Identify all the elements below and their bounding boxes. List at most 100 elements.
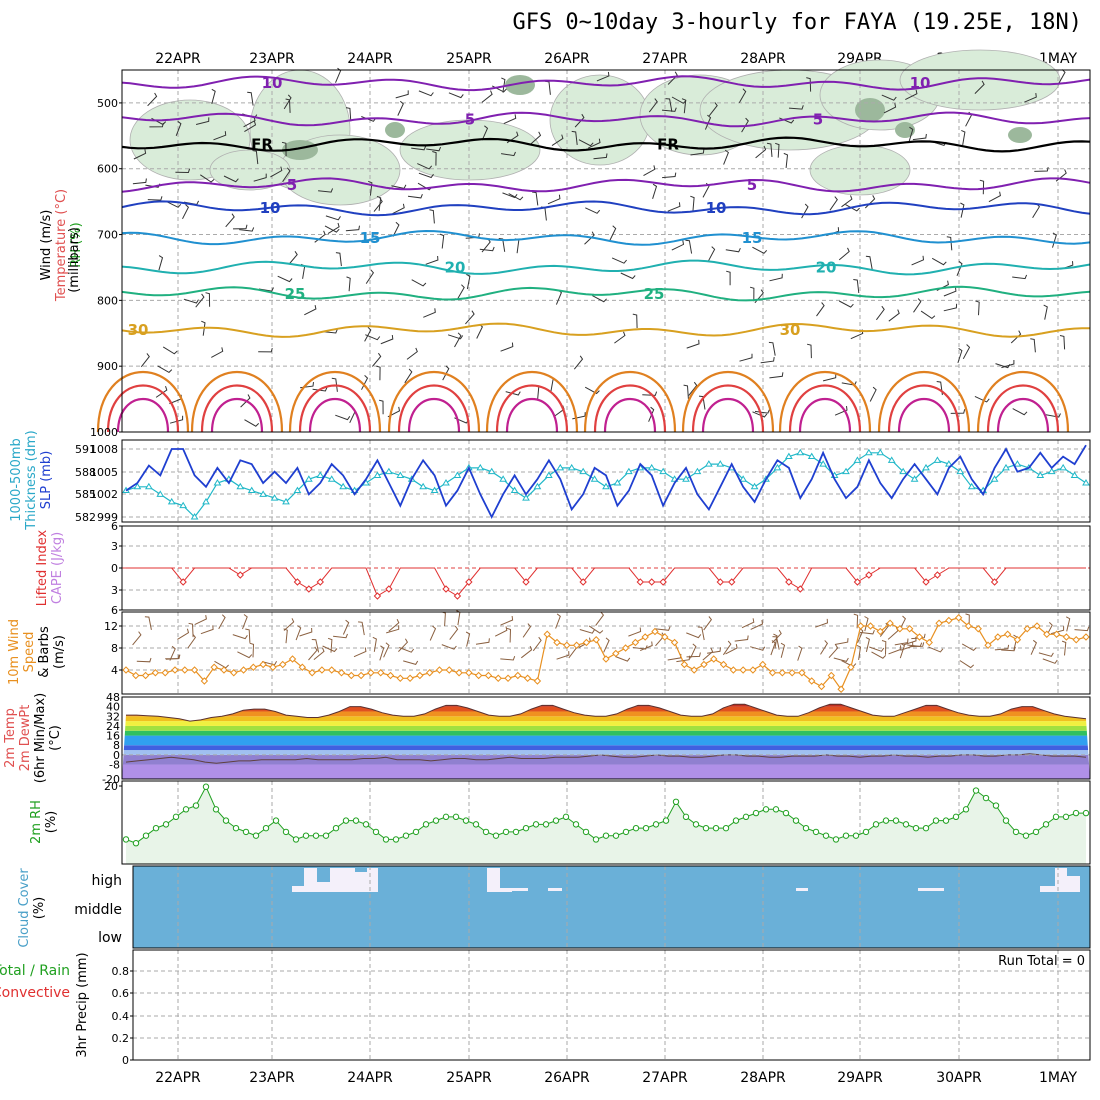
wind-barb: [270, 166, 283, 178]
isotherm-label: 20: [816, 258, 837, 276]
lifted-index-point: [305, 585, 313, 593]
wind-barb: [239, 227, 255, 232]
wind-barb: [335, 414, 351, 421]
rh2m-point: [172, 813, 180, 821]
wind-barb: [1045, 413, 1061, 418]
wind-barb: [609, 225, 617, 241]
cloud-row-label: high: [91, 873, 122, 889]
warm-contour: [788, 384, 862, 433]
rh2m-point: [402, 832, 410, 839]
thickness-point: [453, 471, 462, 478]
date-label-bottom: 23APR: [249, 1070, 295, 1086]
slp-tick: 1005: [90, 466, 118, 479]
rh2m-point: [1062, 813, 1070, 821]
isotherm-label: 10: [706, 199, 727, 217]
temp-tick: 40: [106, 701, 120, 714]
precip-frame: [132, 949, 1091, 1061]
rh2m-point: [622, 828, 630, 836]
wind-barb: [881, 94, 897, 101]
wind10m-tick: 4: [111, 664, 118, 677]
warm-contour: [996, 397, 1050, 433]
wind10m-barb: [655, 626, 671, 631]
temp-tick: 24: [106, 720, 120, 733]
thickness-point: [419, 482, 428, 490]
wind10m-barb: [676, 655, 691, 663]
wind10m-barb: [632, 645, 648, 650]
thickness-point: [339, 482, 348, 490]
wind10m-point: [1043, 630, 1051, 638]
warm-contour: [96, 370, 190, 433]
rh2m-point: [632, 824, 640, 832]
wind10m-barb: [322, 645, 338, 653]
thickness-point: [1070, 471, 1079, 478]
thickness-point: [327, 475, 336, 482]
isotherm: [121, 75, 1091, 92]
wind10m-barb: [961, 643, 977, 652]
cloud-gap: [367, 868, 378, 892]
wind10m-point: [298, 663, 307, 671]
date-label-bottom: 28APR: [740, 1070, 786, 1086]
wind-barb: [667, 71, 678, 85]
temp-band: [122, 721, 1090, 726]
wind-barb: [432, 151, 437, 166]
wind-barb: [741, 117, 749, 133]
warm-contour: [887, 384, 961, 433]
thickness-point: [259, 490, 268, 497]
wind10m-point: [1033, 622, 1041, 630]
rh2m-point: [182, 806, 190, 813]
wind10m-point: [308, 669, 316, 677]
wind10m-point: [514, 671, 522, 680]
wind10m-point: [563, 641, 571, 649]
temp-tick: -20: [102, 773, 120, 786]
isotherm-label: 5: [813, 110, 823, 128]
wind-barb: [346, 276, 351, 292]
slp-tick: 1008: [90, 443, 118, 456]
wind-barb: [395, 90, 409, 99]
wind10m-point: [759, 660, 767, 669]
wind10m-point: [739, 666, 747, 674]
wind10m-barb: [388, 618, 400, 632]
wind10m-barb: [853, 613, 859, 629]
wind-barb: [392, 203, 405, 215]
wind10m-barb: [697, 626, 705, 641]
warm-contour: [593, 384, 667, 433]
slp-ylabel: Thickness (dm): [24, 430, 39, 530]
wind10m-point: [729, 666, 738, 674]
wind-barb: [838, 300, 854, 308]
rh2m-point: [902, 821, 910, 828]
wind10m-ylabel: 10m Wind: [7, 619, 22, 685]
wind10m-barb: [475, 638, 490, 645]
wind10m-point: [641, 633, 649, 641]
stability-ylabel: CAPE (J/kg): [50, 532, 65, 604]
rh2m-point: [322, 832, 330, 839]
wind10m-line: [125, 617, 1087, 691]
wind-barb: [442, 365, 450, 381]
date-label-top: 23APR: [249, 51, 295, 67]
lifted-index-point: [579, 578, 587, 586]
wind10m-barb: [888, 645, 902, 655]
wind10m-barb: [859, 630, 875, 635]
wind10m-barb: [313, 647, 325, 660]
wind10m-barb: [628, 627, 642, 637]
wind10m-barb: [856, 644, 862, 660]
rh2m-point: [512, 828, 520, 836]
wind-barb: [158, 255, 164, 271]
wind-barb: [1010, 330, 1022, 344]
wind-barb: [869, 386, 877, 402]
wind-barb: [545, 80, 551, 95]
wind-barb: [788, 105, 804, 110]
thickness-point: [567, 463, 576, 471]
wind-barb: [642, 391, 658, 396]
wind-barb: [957, 347, 963, 364]
rh2m-point: [302, 832, 310, 839]
wind-barb: [834, 406, 848, 416]
wind-barb: [943, 287, 957, 297]
rh2m-point: [732, 817, 740, 824]
rh2m-point: [1012, 828, 1020, 836]
wind10m-point: [504, 674, 512, 682]
wind10m-barb: [169, 645, 176, 661]
wind10m-point: [318, 666, 326, 674]
wind10m-point: [239, 666, 248, 674]
wind-barb: [534, 384, 540, 400]
wind10m-barb: [1001, 646, 1016, 652]
